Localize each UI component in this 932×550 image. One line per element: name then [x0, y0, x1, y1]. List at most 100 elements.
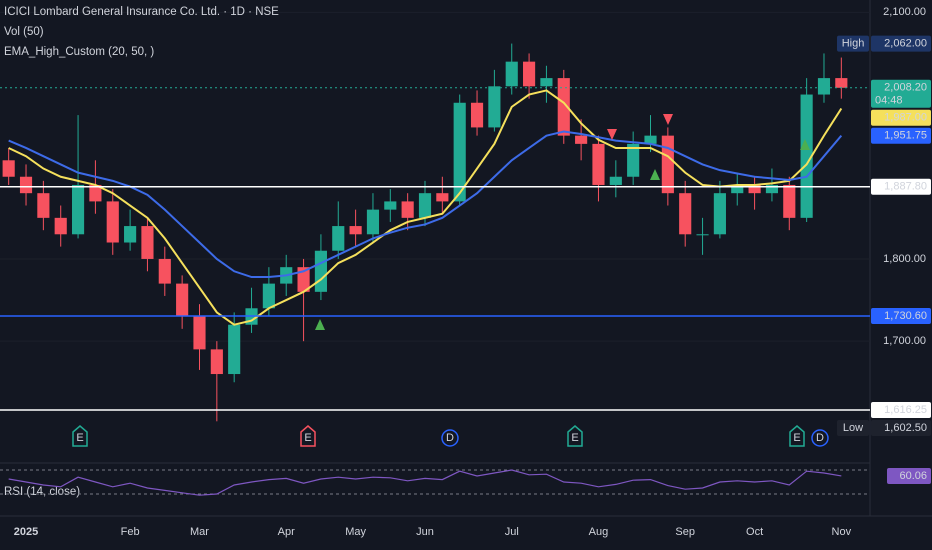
- event-label: E: [571, 432, 578, 444]
- candle-body: [297, 267, 310, 292]
- price-label-box: [871, 178, 931, 195]
- candle-body: [679, 193, 692, 235]
- candle-body: [54, 217, 67, 235]
- event-badge: [72, 425, 88, 447]
- event-badge: [567, 425, 583, 447]
- candle-body: [713, 193, 726, 235]
- rsi-label: RSI (14, close): [4, 486, 80, 498]
- candle-body: [575, 135, 588, 144]
- candle-body: [37, 193, 50, 218]
- candle-body: [436, 193, 449, 202]
- price-label: 1,616.25: [884, 404, 927, 416]
- ema-line: [8, 130, 843, 279]
- candle-body: [262, 283, 275, 309]
- price-label: 1,602.50: [884, 422, 927, 434]
- x-tick-label: Jul: [505, 526, 519, 538]
- x-tick-label: Apr: [278, 526, 295, 538]
- event-label: E: [76, 432, 83, 444]
- candle-body: [349, 226, 362, 235]
- candle-body: [557, 78, 570, 136]
- ema-line: [8, 89, 843, 326]
- event-label: E: [304, 432, 311, 444]
- candle-body: [453, 102, 466, 202]
- candle-body: [661, 135, 674, 194]
- candle-body: [765, 184, 779, 194]
- candle-body: [592, 143, 605, 185]
- price-label-box: [871, 308, 931, 325]
- event-label: E: [793, 432, 800, 444]
- rsi-value-label: 60.06: [899, 470, 927, 482]
- price-label-box: [871, 35, 931, 52]
- price-label-box: [871, 79, 931, 108]
- indicator-label: Vol (50): [4, 26, 44, 38]
- event-badge: [811, 429, 829, 447]
- candle-body: [89, 184, 102, 202]
- candle-body: [609, 176, 622, 185]
- x-tick-label: Mar: [190, 526, 209, 538]
- candle-body: [384, 201, 397, 210]
- candle-body: [366, 209, 380, 235]
- candle-body: [2, 160, 15, 177]
- candle-body: [71, 184, 85, 235]
- price-label: 2,062.00: [884, 37, 927, 49]
- signal-marker: [315, 319, 325, 330]
- price-label: 1,987.00: [884, 112, 927, 124]
- price-label: 1,887.80: [884, 181, 927, 193]
- candle-body: [141, 226, 154, 259]
- price-label: 1,730.60: [884, 310, 927, 322]
- x-tick-label: Feb: [121, 526, 140, 538]
- indicator-label: EMA_High_Custom (20, 50, ): [4, 46, 154, 58]
- signal-marker: [650, 169, 660, 180]
- y-tick-label: 2,100.00: [883, 6, 926, 18]
- candle-body: [314, 250, 327, 292]
- candle-body: [470, 102, 484, 128]
- x-tick-label: Oct: [746, 526, 763, 538]
- y-tick-label: 1,700.00: [883, 335, 926, 347]
- price-label-box: [871, 127, 931, 144]
- plot: [0, 11, 870, 422]
- event-badge: [300, 425, 316, 447]
- price-label-box: [871, 109, 931, 126]
- candle-body: [731, 184, 744, 194]
- price-label-title-box: [837, 35, 869, 52]
- candle-body: [158, 258, 171, 284]
- price-label: 2,008.20: [884, 82, 927, 94]
- signal-marker: [663, 114, 673, 125]
- price-label-title-box: [837, 420, 869, 437]
- event-badge: [441, 429, 459, 447]
- x-tick-label: Jun: [416, 526, 434, 538]
- candle-body: [783, 184, 796, 218]
- candle-body: [19, 176, 33, 194]
- candle-body: [332, 226, 345, 251]
- candle-body: [106, 201, 119, 243]
- candle-body: [176, 283, 189, 317]
- y-tick-label: 1,800.00: [883, 253, 926, 265]
- candle-body: [696, 234, 709, 236]
- price-label-title: Low: [843, 422, 863, 434]
- signal-marker: [800, 139, 810, 150]
- candle-body: [505, 61, 518, 87]
- candle-body: [523, 61, 536, 87]
- candle-body: [418, 193, 432, 218]
- price-label-countdown: 04:48: [875, 95, 903, 107]
- x-tick-label: 2025: [14, 526, 38, 538]
- x-tick-label: May: [345, 526, 366, 538]
- candle-body: [748, 184, 761, 194]
- x-tick-label: Sep: [675, 526, 695, 538]
- event-badge: [789, 425, 805, 447]
- price-label-box: [871, 402, 931, 419]
- candle-body: [228, 324, 241, 375]
- candle-body: [835, 78, 848, 88]
- chart-title: ICICI Lombard General Insurance Co. Ltd.…: [4, 6, 279, 18]
- candle-body: [124, 226, 137, 243]
- signal-marker: [607, 129, 617, 140]
- candle-body: [627, 143, 640, 177]
- rsi-value-box: [887, 467, 931, 484]
- candle-body: [817, 78, 831, 95]
- price-label: 1,951.75: [884, 130, 927, 142]
- candle-body: [540, 78, 553, 87]
- candle-body: [193, 316, 206, 350]
- candle-body: [644, 135, 657, 144]
